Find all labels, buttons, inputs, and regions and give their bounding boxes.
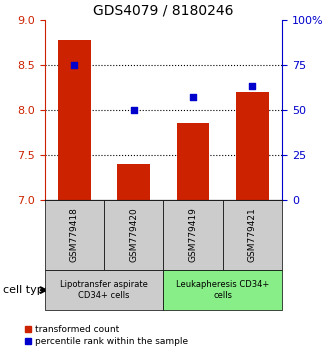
Text: Lipotransfer aspirate
CD34+ cells: Lipotransfer aspirate CD34+ cells (60, 280, 148, 300)
Point (72, 62, 77, 68)
Point (190, 95, 196, 100)
Bar (58, 40, 90, 200)
Text: cell type: cell type (3, 285, 51, 295)
Text: Leukapheresis CD34+
cells: Leukapheresis CD34+ cells (176, 280, 269, 300)
Title: GDS4079 / 8180246: GDS4079 / 8180246 (93, 3, 234, 17)
Bar (117, 164, 150, 200)
Text: GSM779419: GSM779419 (188, 207, 198, 263)
Point (250, 84, 255, 89)
Point (131, 107, 136, 113)
Text: GSM779418: GSM779418 (70, 207, 79, 263)
Bar (236, 92, 269, 200)
Legend: transformed count, percentile rank within the sample: transformed count, percentile rank withi… (21, 321, 192, 349)
Text: GSM779421: GSM779421 (248, 208, 257, 262)
Text: GSM779420: GSM779420 (129, 208, 138, 262)
Bar (177, 124, 209, 200)
